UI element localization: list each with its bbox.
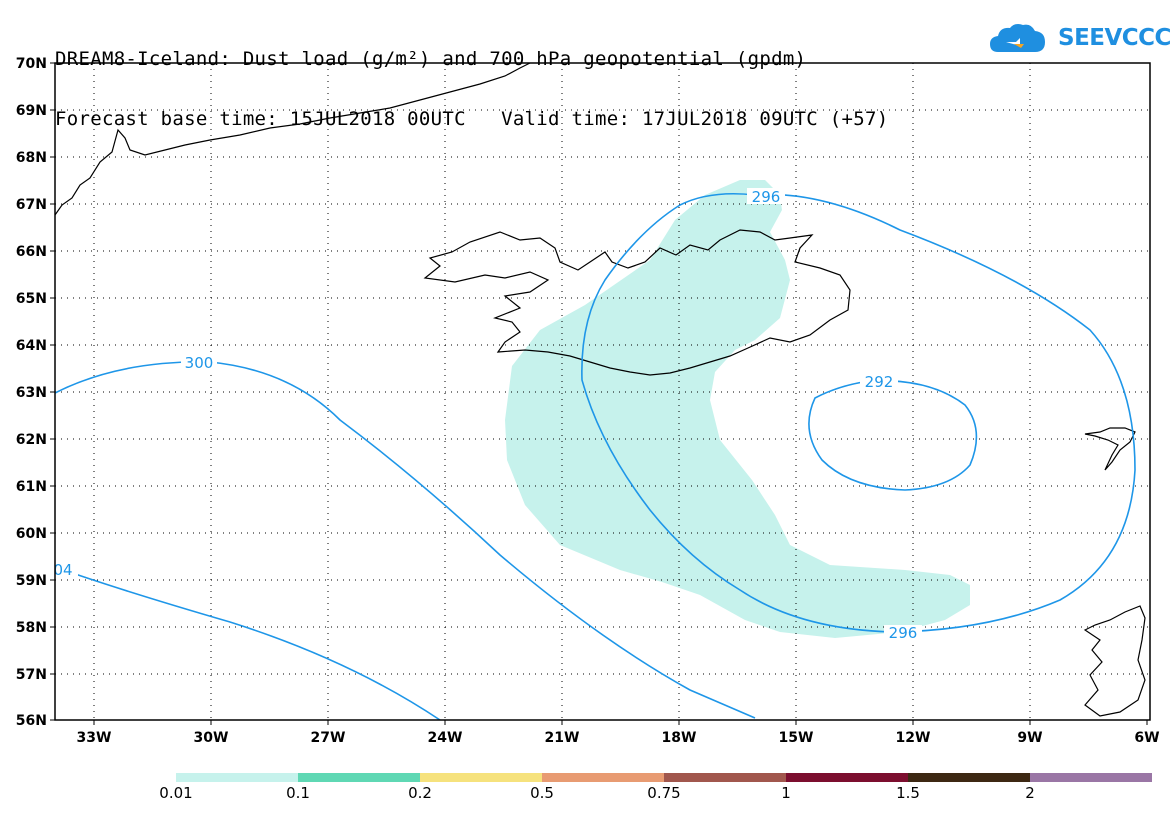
lat-label: 68N [16, 150, 47, 166]
colorbar-label: 1 [781, 784, 791, 802]
colorbar-label: 0.5 [530, 784, 554, 802]
colorbar [176, 773, 1152, 782]
lat-label: 69N [16, 103, 47, 119]
colorbar-label: 2 [1025, 784, 1035, 802]
colorbar-segment [908, 773, 1030, 782]
lat-label: 62N [16, 432, 47, 448]
title-line-1: DREAM8-Iceland: Dust load (g/m²) and 700… [55, 48, 807, 70]
lat-label: 64N [16, 338, 47, 354]
lon-label: 30W [194, 730, 229, 746]
lon-label: 33W [77, 730, 112, 746]
lon-labels: 33W 30W 27W 24W 21W 18W 15W 12W 9W 6W [77, 730, 1160, 746]
lat-label: 67N [16, 197, 47, 213]
ticks [50, 62, 1148, 725]
dust-load-area [505, 180, 970, 638]
iceland-coast [423, 229, 851, 376]
colorbar-segment [420, 773, 542, 782]
lat-label: 65N [16, 291, 47, 307]
colorbar-label: 0.1 [286, 784, 310, 802]
coastlines [54, 62, 1146, 717]
contour-label-304: 04 [53, 561, 72, 579]
lon-label: 24W [428, 730, 463, 746]
faroe-coast [1084, 427, 1136, 471]
lat-label: 57N [16, 667, 47, 683]
lon-label: 21W [545, 730, 580, 746]
greenland-coast [54, 62, 531, 216]
logo-text: SEEVCCC [1058, 25, 1171, 51]
lon-label: 12W [896, 730, 931, 746]
colorbar-segment [1030, 773, 1152, 782]
colorbar-label: 0.2 [408, 784, 432, 802]
contour-292 [808, 379, 978, 491]
lon-label: 27W [311, 730, 346, 746]
contour-label-292: 292 [865, 373, 894, 391]
contour-label-296-top: 296 [752, 188, 781, 206]
lat-label: 58N [16, 620, 47, 636]
lat-label: 59N [16, 573, 47, 589]
colorbar-segment [786, 773, 908, 782]
colorbar-segment [542, 773, 664, 782]
lat-label: 60N [16, 526, 47, 542]
lon-label: 6W [1134, 730, 1159, 746]
contour-300 [54, 361, 756, 719]
colorbar-label: 1.5 [896, 784, 920, 802]
contour-304 [54, 566, 441, 721]
contour-labels: 300 04 296 292 296 [52, 188, 922, 642]
lat-label: 63N [16, 385, 47, 401]
colorbar-segment [298, 773, 420, 782]
lat-label: 66N [16, 244, 47, 260]
lon-label: 15W [779, 730, 814, 746]
contour-label-296-bottom: 296 [889, 624, 918, 642]
colorbar-label: 0.01 [159, 784, 193, 802]
lon-label: 9W [1017, 730, 1042, 746]
scotland-coast [1083, 605, 1146, 717]
title-line-2: Forecast base time: 15JUL2018 00UTC Vali… [55, 108, 889, 130]
lat-label: 56N [16, 713, 47, 729]
lat-label: 61N [16, 479, 47, 495]
map-title: DREAM8-Iceland: Dust load (g/m²) and 700… [55, 9, 888, 149]
cloud-logo-icon [990, 24, 1045, 52]
lat-labels: 70N 69N 68N 67N 66N 65N 64N 63N 62N 61N … [16, 56, 47, 729]
colorbar-label: 0.75 [647, 784, 681, 802]
colorbar-segment [664, 773, 786, 782]
lat-label: 70N [16, 56, 47, 72]
contour-label-300: 300 [185, 354, 214, 372]
colorbar-segment [176, 773, 298, 782]
lat-grid [55, 109, 1150, 675]
lon-label: 18W [662, 730, 697, 746]
